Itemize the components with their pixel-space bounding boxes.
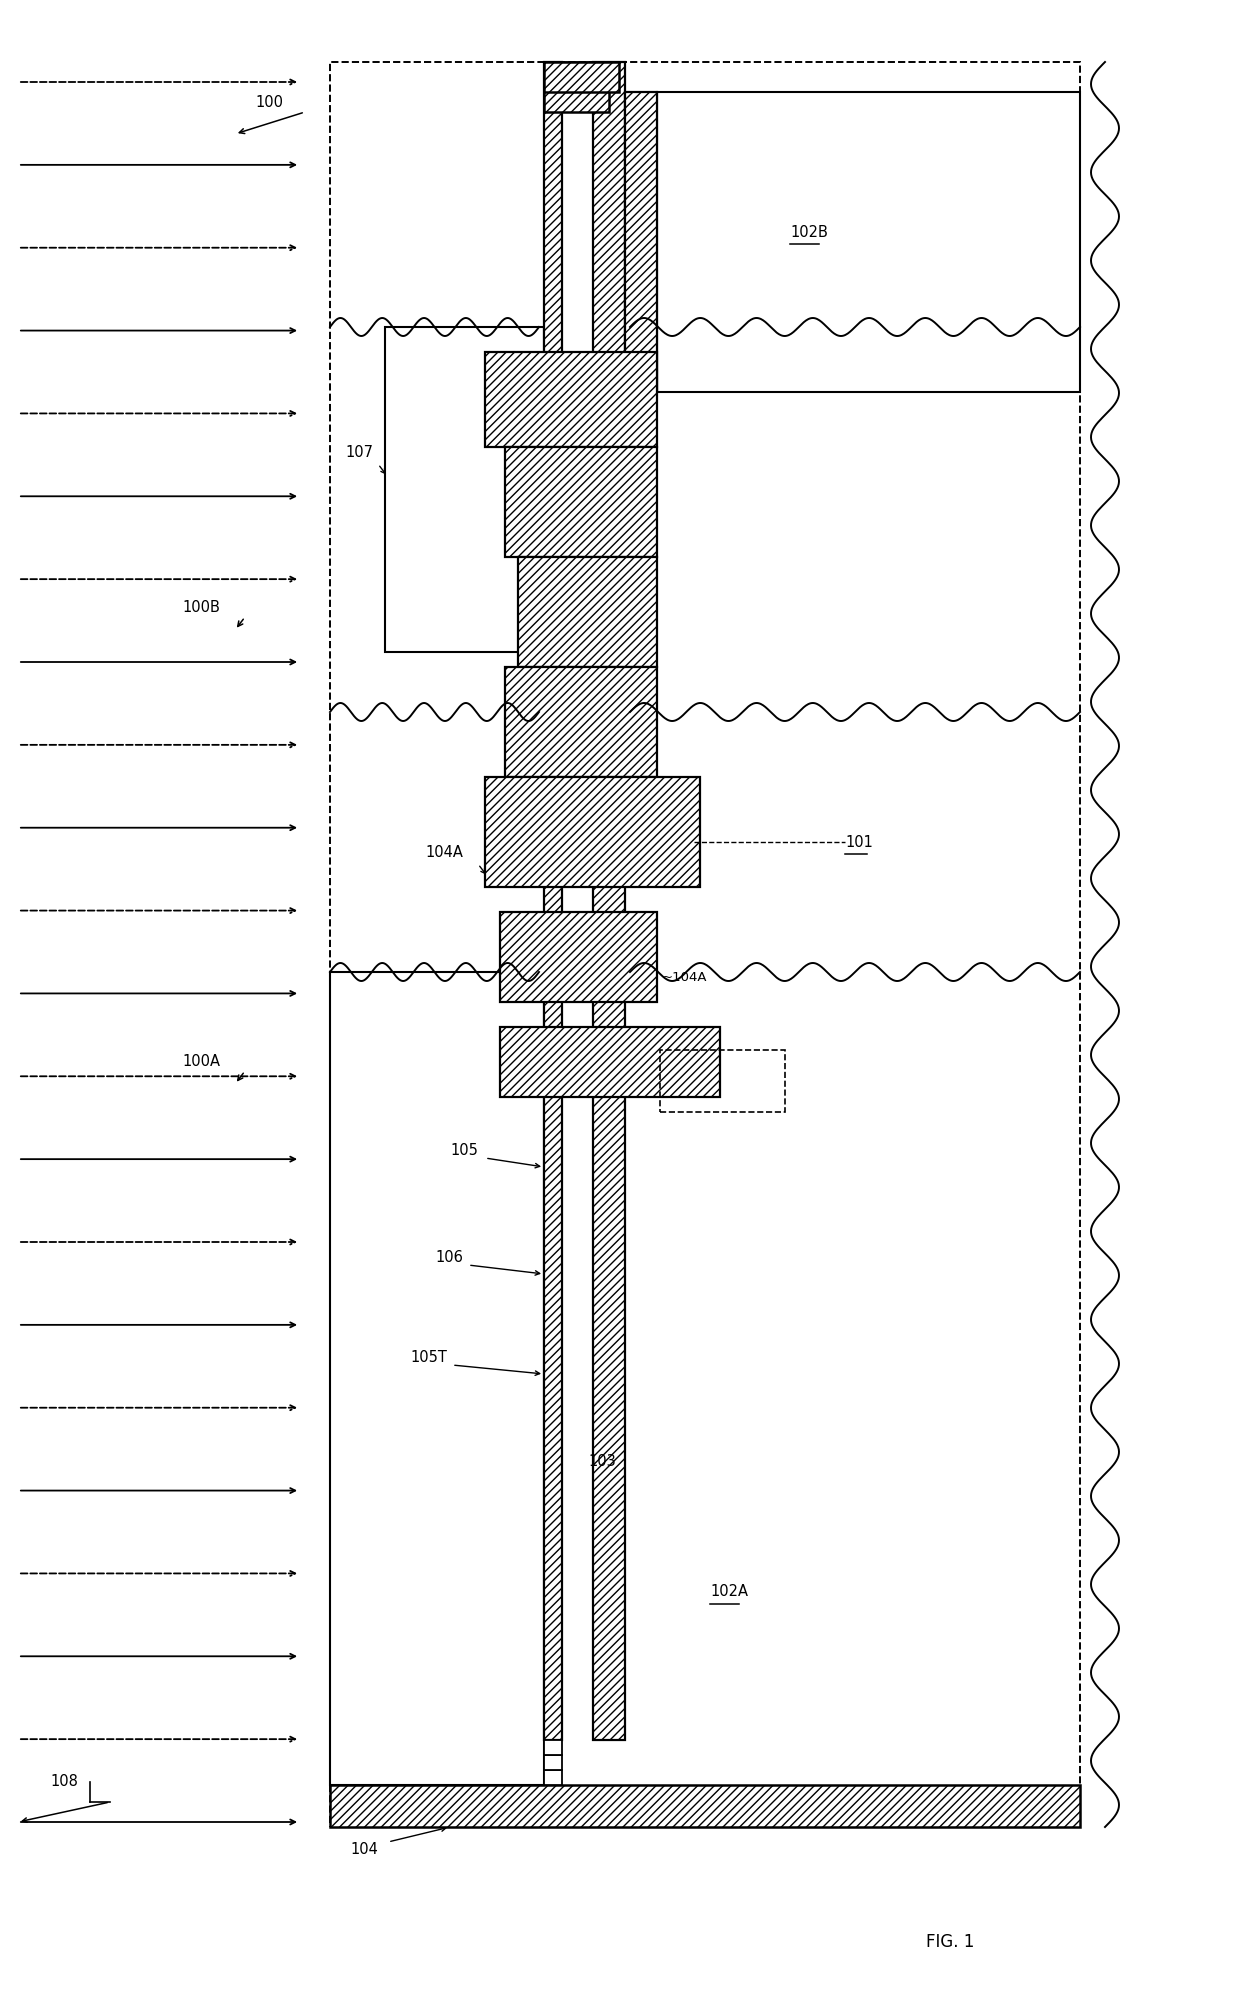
Text: ~104A: ~104A xyxy=(662,970,708,984)
Bar xyxy=(544,1740,562,1754)
Bar xyxy=(330,62,1080,1827)
Text: 104: 104 xyxy=(350,1843,378,1857)
Bar xyxy=(593,62,625,1740)
Text: 100A: 100A xyxy=(182,1054,219,1070)
Text: 103: 103 xyxy=(588,1455,616,1469)
Bar xyxy=(544,62,562,1740)
Text: 102A: 102A xyxy=(711,1585,748,1600)
Text: 105: 105 xyxy=(450,1143,477,1157)
Text: 108: 108 xyxy=(50,1775,78,1789)
Bar xyxy=(518,557,657,668)
Text: 101: 101 xyxy=(844,835,873,849)
Bar xyxy=(500,1026,720,1097)
Bar xyxy=(544,1754,562,1771)
Text: 105T: 105T xyxy=(410,1350,446,1364)
Text: 100: 100 xyxy=(255,95,283,109)
Bar xyxy=(657,93,1080,392)
Text: 107: 107 xyxy=(345,445,373,459)
Bar xyxy=(485,352,657,447)
Bar xyxy=(544,1771,562,1785)
Bar xyxy=(330,1785,1080,1827)
Text: 100B: 100B xyxy=(182,600,219,614)
Bar xyxy=(384,328,544,652)
Bar xyxy=(544,62,619,93)
Bar xyxy=(330,972,544,1785)
Text: 104A: 104A xyxy=(425,845,463,859)
Bar xyxy=(500,911,657,1002)
Text: 102B: 102B xyxy=(790,225,828,239)
Bar xyxy=(544,62,609,113)
Bar xyxy=(660,1050,785,1113)
Text: 106: 106 xyxy=(435,1249,463,1264)
Bar xyxy=(485,777,701,887)
Bar xyxy=(625,93,657,392)
Bar xyxy=(505,668,657,777)
Text: FIG. 1: FIG. 1 xyxy=(926,1934,975,1952)
Bar xyxy=(505,447,657,557)
